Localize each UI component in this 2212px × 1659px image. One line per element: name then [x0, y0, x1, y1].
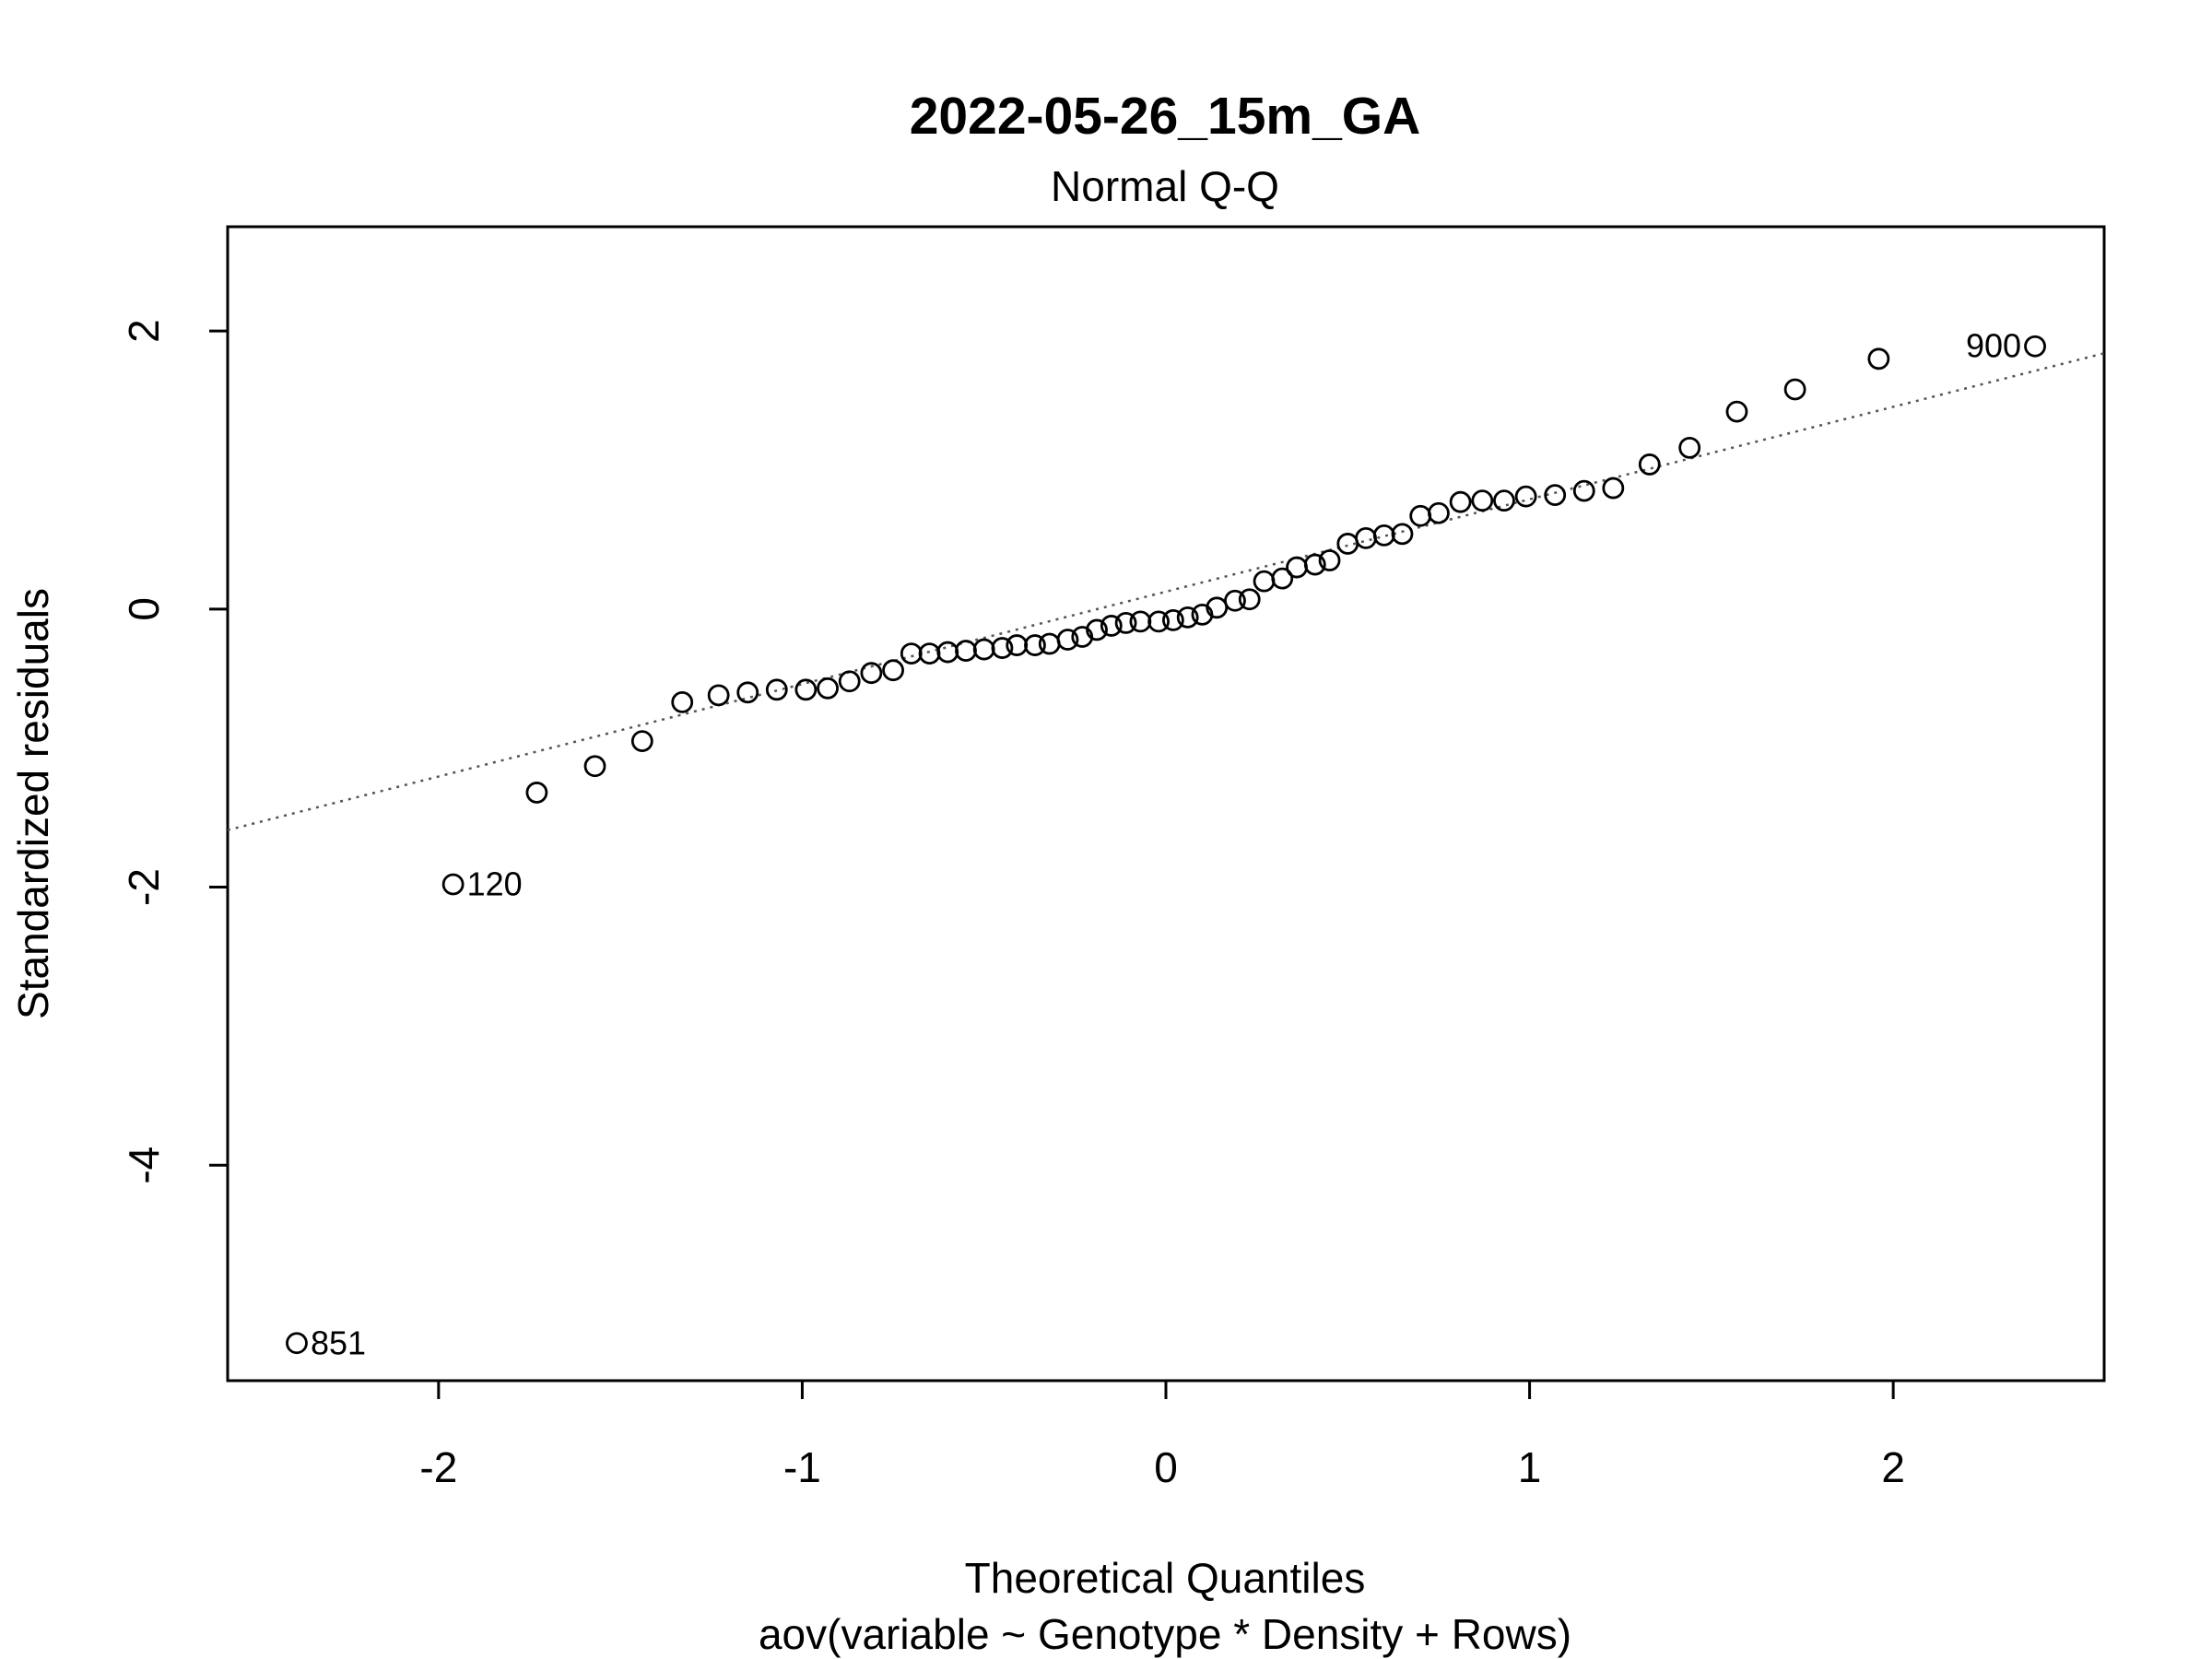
x-axis: -2 -1 0 1 2: [419, 1381, 1905, 1491]
x-tick-label: 0: [1154, 1443, 1178, 1491]
data-point: [1006, 634, 1029, 656]
y-tick-label: -2: [120, 868, 168, 906]
data-point: [860, 662, 883, 685]
data-point: [794, 678, 818, 701]
qq-reference-line: [227, 352, 2105, 831]
data-point: [1086, 618, 1108, 641]
data-point: [1114, 612, 1137, 634]
data-point: [1678, 436, 1701, 459]
data-point: [1224, 589, 1246, 612]
y-axis: -4 -2 0 2: [120, 319, 228, 1184]
data-point: [1100, 615, 1123, 637]
data-point: [1372, 524, 1395, 547]
data-point: [991, 637, 1014, 659]
data-point: [817, 677, 839, 700]
data-point: [1253, 570, 1276, 593]
data-point: [736, 681, 759, 704]
y-tick-label: -4: [120, 1147, 168, 1184]
data-point: [707, 684, 730, 707]
data-point: [1286, 556, 1308, 579]
data-point: [2024, 335, 2046, 358]
chart-subtitle: Normal Q-Q: [1051, 162, 1279, 210]
data-point: [838, 670, 861, 693]
data-point: [1572, 479, 1595, 502]
x-tick-label: -2: [419, 1443, 457, 1491]
data-point: [1638, 453, 1661, 476]
data-point: [1514, 485, 1537, 508]
y-axis-label: Standardized residuals: [9, 588, 57, 1019]
data-point: [1355, 526, 1377, 549]
data-point: [1024, 634, 1046, 656]
data-point: [1471, 489, 1494, 512]
chart-title: 2022-05-26_15m_GA: [910, 87, 1421, 146]
data-point: [1409, 504, 1432, 527]
reference-line-layer: [227, 352, 2105, 831]
data-point: [1602, 477, 1625, 500]
data-point: [286, 1332, 308, 1355]
data-point: [1493, 489, 1515, 512]
data-point: [1867, 347, 1890, 371]
data-point: [441, 873, 465, 896]
data-point: [1056, 629, 1079, 651]
data-point: [1176, 606, 1199, 629]
data-point: [1206, 596, 1229, 619]
plot-frame: [226, 225, 2106, 1382]
y-tick-label: 0: [120, 597, 168, 621]
data-point: [900, 642, 923, 665]
data-point: [671, 690, 694, 713]
data-point: [1038, 632, 1061, 655]
data-point: [882, 659, 904, 682]
data-point: [936, 641, 959, 664]
data-point: [972, 638, 995, 661]
data-point: [1129, 610, 1152, 633]
data-point: [1303, 553, 1326, 576]
data-point: [1161, 608, 1184, 631]
data-point: [765, 678, 788, 701]
point-label: 851: [311, 1324, 366, 1361]
data-point: [1238, 588, 1261, 611]
data-point: [1544, 484, 1567, 507]
data-point: [955, 640, 977, 662]
data-point: [1147, 610, 1171, 633]
data-point: [918, 642, 941, 665]
data-point: [1271, 567, 1294, 590]
x-tick-label: 1: [1518, 1443, 1542, 1491]
x-tick-label: 2: [1881, 1443, 1905, 1491]
data-point: [1725, 400, 1748, 423]
data-point: [630, 730, 653, 753]
x-axis-label: Theoretical Quantiles: [965, 1554, 1366, 1602]
points-layer: [286, 335, 2046, 1355]
x-axis-sublabel: aov(variable ~ Genotype * Density + Rows…: [759, 1610, 1571, 1658]
data-point: [1428, 501, 1450, 524]
data-point: [1391, 523, 1414, 546]
data-point: [1783, 378, 1806, 401]
data-point: [1449, 490, 1472, 513]
x-tick-label: -1: [783, 1443, 821, 1491]
y-tick-label: 2: [120, 319, 168, 343]
data-point: [1318, 549, 1341, 571]
data-point: [525, 782, 548, 804]
point-labels-layer: 851 120 900: [311, 327, 2021, 1362]
point-label: 120: [467, 865, 523, 902]
point-label: 900: [1966, 327, 2021, 365]
data-point: [583, 755, 606, 778]
